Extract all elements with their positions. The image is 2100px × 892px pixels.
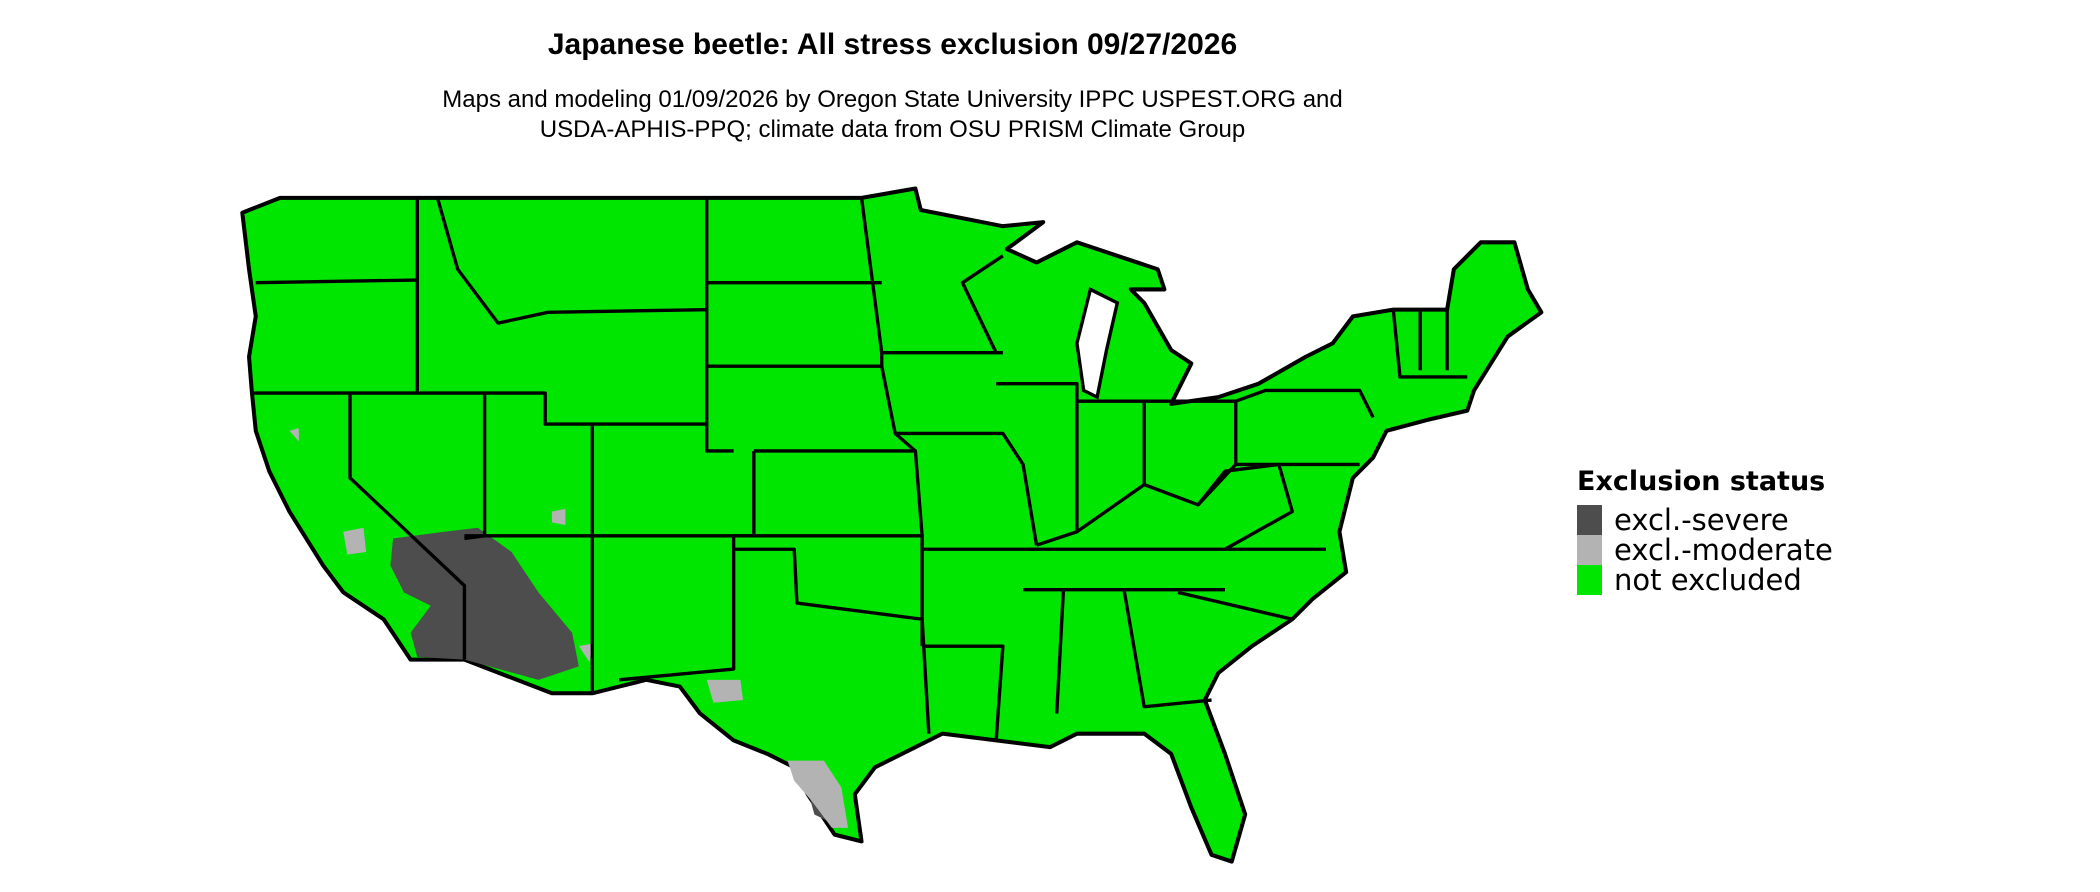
legend-label: not excluded xyxy=(1614,563,1802,597)
legend-swatch-severe xyxy=(1577,505,1602,535)
legend-label: excl.-moderate xyxy=(1614,533,1833,567)
legend: Exclusion status excl.-severe excl.-mode… xyxy=(1577,466,1833,597)
legend-label: excl.-severe xyxy=(1614,503,1789,537)
subtitle-line-1: Maps and modeling 01/09/2026 by Oregon S… xyxy=(442,86,1343,113)
legend-item-moderate: excl.-moderate xyxy=(1577,533,1833,567)
legend-item-severe: excl.-severe xyxy=(1577,503,1833,537)
legend-swatch-moderate xyxy=(1577,535,1602,565)
state-borders xyxy=(253,197,1468,741)
subtitle-line-2: USDA-APHIS-PPQ; climate data from OSU PR… xyxy=(539,116,1246,143)
legend-swatch-not-excluded xyxy=(1577,565,1602,595)
lake-michigan xyxy=(1075,286,1120,400)
excl-severe-area xyxy=(390,527,579,680)
legend-item-not-excluded: not excluded xyxy=(1577,563,1833,597)
map-title: Japanese beetle: All stress exclusion 09… xyxy=(547,28,1238,61)
us-land xyxy=(240,186,1544,864)
legend-title: Exclusion status xyxy=(1577,466,1826,497)
excl-moderate-texas xyxy=(787,760,849,828)
